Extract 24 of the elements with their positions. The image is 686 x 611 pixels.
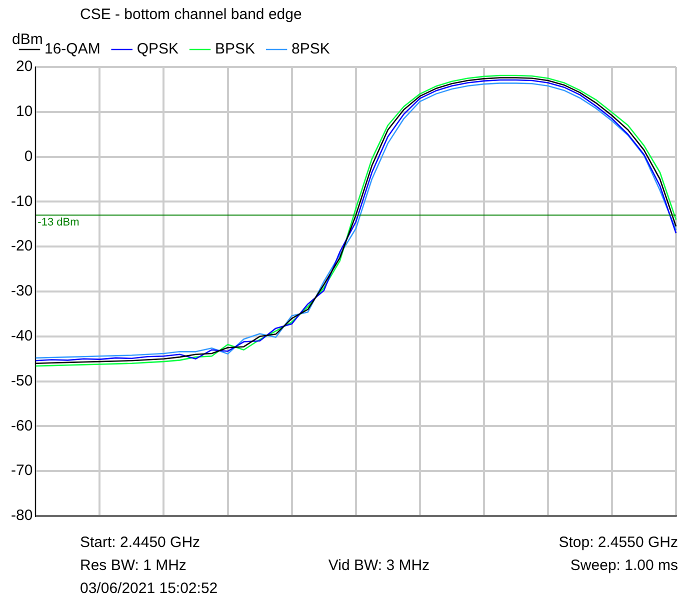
- legend-label: 8PSK: [292, 40, 330, 58]
- text: Vid BW: 3 MHz: [327, 557, 431, 574]
- y-tick-label: 0: [24, 148, 33, 165]
- y-axis-title: dBm: [12, 31, 43, 48]
- y-tick-label: -40: [10, 328, 33, 345]
- y-tick-label: -80: [10, 507, 33, 524]
- y-tick-label: -30: [10, 282, 33, 300]
- y-tick-label: 10: [16, 103, 33, 120]
- ref-line-label: -13 dBm: [38, 216, 80, 229]
- legend-label: QPSK: [136, 40, 179, 58]
- text: Sweep: 1.00 ms: [569, 557, 678, 574]
- y-tick-label: -20: [10, 238, 33, 255]
- y-tick-label: -70: [10, 462, 33, 480]
- legend-label: BPSK: [215, 40, 256, 58]
- text: Stop: 2.4550 GHz: [558, 534, 678, 551]
- chart-title: CSE - bottom channel band edge: [80, 6, 303, 25]
- y-tick-label: 20: [16, 58, 33, 76]
- y-tick-label: -60: [10, 417, 33, 434]
- legend-label: 16-QAM: [44, 40, 100, 58]
- text: 03/06/2021 15:02:52: [80, 580, 219, 597]
- y-tick-label: -10: [10, 192, 33, 210]
- text: Start: 2.4450 GHz: [80, 534, 202, 551]
- text: Res BW: 1 MHz: [80, 557, 188, 574]
- y-tick-label: -50: [10, 372, 33, 390]
